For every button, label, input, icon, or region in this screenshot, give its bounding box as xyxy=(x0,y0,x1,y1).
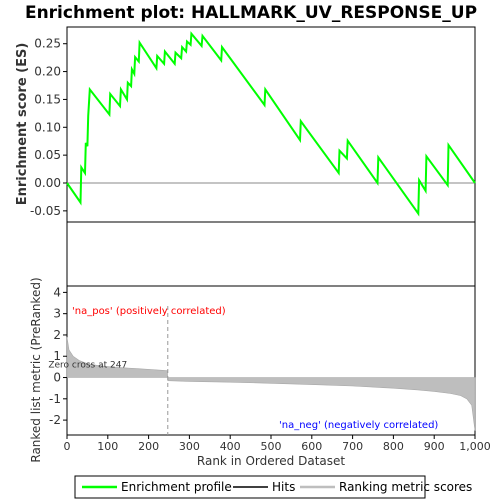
band-panel-frame xyxy=(66,221,476,287)
es-y-tick-label: 0.15 xyxy=(34,92,61,106)
metric-y-tick-label: 2 xyxy=(53,328,61,342)
x-tick-label: 0 xyxy=(64,440,71,453)
metric-y-tick-label: 1 xyxy=(53,349,61,363)
legend-metric-label: Ranking metric scores xyxy=(339,480,472,494)
es-y-axis: -0.05 0.00 0.05 0.10 0.15 0.20 0.25 xyxy=(30,37,67,218)
x-tick-label: 200 xyxy=(138,440,159,453)
es-y-tick-label: 0.10 xyxy=(34,120,61,134)
pos-correlated-label: 'na_pos' (positively correlated) xyxy=(72,306,226,317)
metric-y-tick-label: 4 xyxy=(53,285,61,299)
x-axis-label: Rank in Ordered Dataset xyxy=(197,454,345,468)
metric-y-axis: -2 -1 0 1 2 3 4 xyxy=(49,285,67,427)
es-y-tick-label: 0.25 xyxy=(34,37,61,51)
x-axis: 0 100 200 300 400 500 600 700 800 900 1,000 xyxy=(64,435,491,453)
x-tick-label: 800 xyxy=(383,440,404,453)
neg-correlated-label: 'na_neg' (negatively correlated) xyxy=(279,420,438,431)
es-y-tick-label: 0.00 xyxy=(34,176,61,190)
enrichment-profile-line xyxy=(66,31,476,217)
metric-y-tick-label: 3 xyxy=(53,307,61,321)
es-y-tick-label: 0.05 xyxy=(34,148,61,162)
metric-y-tick-label: 0 xyxy=(53,371,61,385)
metric-y-label: Ranked list metric (PreRanked) xyxy=(29,277,43,462)
x-tick-label: 300 xyxy=(179,440,200,453)
x-tick-label: 900 xyxy=(424,440,445,453)
es-y-tick-label: -0.05 xyxy=(30,204,61,218)
es-y-tick-label: 0.20 xyxy=(34,65,61,79)
ranking-metric-area xyxy=(66,337,476,431)
zero-cross-label: Zero cross at 247 xyxy=(48,361,127,371)
es-y-label: Enrichment score (ES) xyxy=(15,43,30,206)
legend-hits-label: Hits xyxy=(272,480,295,494)
metric-y-tick-label: -2 xyxy=(49,413,61,427)
x-tick-label: 500 xyxy=(261,440,282,453)
es-panel-frame xyxy=(66,26,476,223)
x-tick-label: 700 xyxy=(342,440,363,453)
x-tick-label: 1,000 xyxy=(459,440,491,453)
x-tick-label: 400 xyxy=(220,440,241,453)
x-tick-label: 100 xyxy=(97,440,118,453)
metric-y-tick-label: -1 xyxy=(49,392,61,406)
x-tick-label: 600 xyxy=(301,440,322,453)
chart-title: Enrichment plot: HALLMARK_UV_RESPONSE_UP xyxy=(25,3,477,23)
legend-profile-label: Enrichment profile xyxy=(121,480,232,494)
